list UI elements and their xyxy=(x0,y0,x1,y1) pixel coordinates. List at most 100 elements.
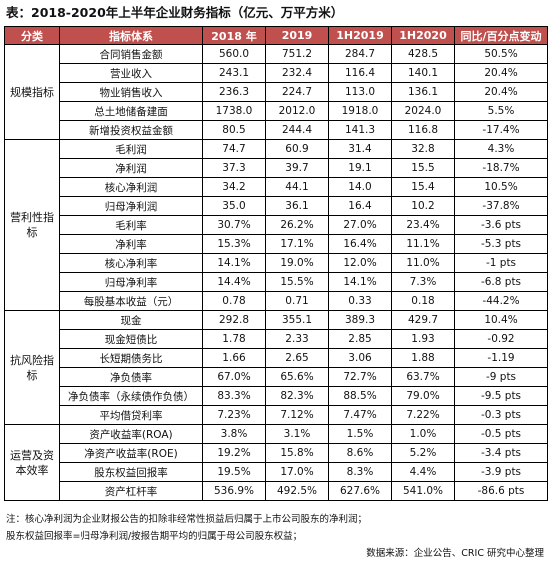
value-cell: -0.5 pts xyxy=(454,424,548,444)
value-cell: 39.7 xyxy=(265,158,329,178)
value-cell: -6.8 pts xyxy=(454,272,548,292)
table-row: 规模指标 合同销售金额 560.0 751.2 284.7 428.5 50.5% xyxy=(4,44,548,140)
value-cell: -3.6 pts xyxy=(454,215,548,235)
table-row: 净利润 37.3 39.7 19.1 15.5 -18.7% xyxy=(5,158,548,178)
value-cell: 4.3% xyxy=(454,139,548,159)
indicator-cell: 净利率 xyxy=(59,234,203,254)
value-cell: -37.8% xyxy=(454,196,548,216)
value-cell: 2012.0 xyxy=(265,101,329,121)
indicator-cell: 净资产收益率(ROE) xyxy=(59,443,203,463)
value-cell: 60.9 xyxy=(265,139,329,159)
value-cell: 1.78 xyxy=(202,329,266,349)
value-cell: 12.0% xyxy=(328,253,392,273)
value-cell: 236.3 xyxy=(202,82,266,102)
value-cell: 72.7% xyxy=(328,367,392,387)
table-row: 核心净利润 34.2 44.1 14.0 15.4 10.5% xyxy=(5,177,548,197)
value-cell: 34.2 xyxy=(202,177,266,197)
value-cell: 2.65 xyxy=(265,348,329,368)
note-line: 股东权益回报率=归母净利润/按报告期平均的归属于母公司股东权益； xyxy=(6,531,303,542)
value-cell: 2.33 xyxy=(265,329,329,349)
indicator-cell: 长短期债务比 xyxy=(59,348,203,368)
value-cell: 79.0% xyxy=(391,386,455,406)
value-cell: 15.4 xyxy=(391,177,455,197)
value-cell: 355.1 xyxy=(265,310,329,330)
table-row: 毛利率 30.7% 26.2% 27.0% 23.4% -3.6 pts xyxy=(5,215,548,235)
value-cell: 82.3% xyxy=(265,386,329,406)
table-row: 归母净利润 35.0 36.1 16.4 10.2 -37.8% xyxy=(5,196,548,216)
value-cell: 83.3% xyxy=(202,386,266,406)
value-cell: 10.5% xyxy=(454,177,548,197)
table-row: 每股基本收益（元） 0.78 0.71 0.33 0.18 -44.2% xyxy=(5,291,548,311)
table-title: 表：2018-2020年上半年企业财务指标（亿元、万平方米） xyxy=(6,5,344,20)
note-line: 注：核心净利润为企业财报公告的扣除非经常性损益后归属于上市公司股东的净利润； xyxy=(6,514,368,525)
value-cell: 751.2 xyxy=(265,44,329,64)
indicator-cell: 总土地储备建面 xyxy=(59,101,203,121)
value-cell: 2.85 xyxy=(328,329,392,349)
table-row: 核心净利率 14.1% 19.0% 12.0% 11.0% -1 pts xyxy=(5,253,548,273)
value-cell: 65.6% xyxy=(265,367,329,387)
header-row: 分类 指标体系 2018 年 2019 1H2019 1H2020 同比/百分点… xyxy=(4,26,548,45)
value-cell: 26.2% xyxy=(265,215,329,235)
indicator-cell: 股东权益回报率 xyxy=(59,462,203,482)
value-cell: -44.2% xyxy=(454,291,548,311)
table-row: 净利率 15.3% 17.1% 16.4% 11.1% -5.3 pts xyxy=(5,234,548,254)
value-cell: 50.5% xyxy=(454,44,548,64)
indicator-cell: 平均借贷利率 xyxy=(59,405,203,425)
value-cell: 32.8 xyxy=(391,139,455,159)
value-cell: 19.2% xyxy=(202,443,266,463)
value-cell: 17.1% xyxy=(265,234,329,254)
value-cell: 15.8% xyxy=(265,443,329,463)
indicator-cell: 每股基本收益（元） xyxy=(59,291,203,311)
value-cell: 27.0% xyxy=(328,215,392,235)
table-body: 规模指标 合同销售金额 560.0 751.2 284.7 428.5 50.5% 营业收入 2… xyxy=(4,44,548,501)
value-cell: 232.4 xyxy=(265,63,329,83)
value-cell: 7.23% xyxy=(202,405,266,425)
value-cell: 7.47% xyxy=(328,405,392,425)
category-cell: 运营及资本效率 xyxy=(4,424,60,501)
header-cell: 2018 年 xyxy=(202,26,266,45)
value-cell: 16.4% xyxy=(328,234,392,254)
value-cell: 88.5% xyxy=(328,386,392,406)
value-cell: 14.1% xyxy=(202,253,266,273)
table-row: 资产杠杆率 536.9% 492.5% 627.6% 541.0% -86.6 pts xyxy=(5,481,548,501)
value-cell: -1.19 xyxy=(454,348,548,368)
value-cell: 23.4% xyxy=(391,215,455,235)
table-row: 平均借贷利率 7.23% 7.12% 7.47% 7.22% -0.3 pts xyxy=(5,405,548,425)
table-row: 长短期债务比 1.66 2.65 3.06 1.88 -1.19 xyxy=(5,348,548,368)
value-cell: 113.0 xyxy=(328,82,392,102)
value-cell: 14.1% xyxy=(328,272,392,292)
value-cell: 429.7 xyxy=(391,310,455,330)
indicator-cell: 资产杠杆率 xyxy=(59,481,203,501)
indicator-cell: 资产收益率(ROA) xyxy=(59,424,203,444)
value-cell: 224.7 xyxy=(265,82,329,102)
data-source: 数据来源：企业公告、CRIC 研究中心整理 xyxy=(366,548,544,559)
value-cell: 389.3 xyxy=(328,310,392,330)
header-cell: 1H2020 xyxy=(391,26,455,45)
value-cell: 243.1 xyxy=(202,63,266,83)
value-cell: 15.5% xyxy=(265,272,329,292)
indicator-cell: 归母净利率 xyxy=(59,272,203,292)
table-row: 净资产收益率(ROE) 19.2% 15.8% 8.6% 5.2% -3.4 pts xyxy=(5,443,548,463)
value-cell: 15.5 xyxy=(391,158,455,178)
table-row: 总土地储备建面 1738.0 2012.0 1918.0 2024.0 5.5% xyxy=(5,101,548,121)
value-cell: 140.1 xyxy=(391,63,455,83)
indicator-cell: 归母净利润 xyxy=(59,196,203,216)
table-row: 运营及资本效率 资产收益率(ROA) 3.8% 3.1% 1.5% 1.0% -0.5 pt… xyxy=(4,424,548,501)
indicator-cell: 毛利率 xyxy=(59,215,203,235)
value-cell: -9 pts xyxy=(454,367,548,387)
table-row: 净负债率（永续债作负债） 83.3% 82.3% 88.5% 79.0% -9.5 pts xyxy=(5,386,548,406)
indicator-cell: 净负债率 xyxy=(59,367,203,387)
value-cell: 7.12% xyxy=(265,405,329,425)
table-row: 净负债率 67.0% 65.6% 72.7% 63.7% -9 pts xyxy=(5,367,548,387)
indicator-cell: 新增投资权益金额 xyxy=(59,120,203,140)
indicator-cell: 现金短债比 xyxy=(59,329,203,349)
value-cell: 63.7% xyxy=(391,367,455,387)
value-cell: 1.5% xyxy=(328,424,392,444)
value-cell: 67.0% xyxy=(202,367,266,387)
value-cell: 16.4 xyxy=(328,196,392,216)
value-cell: 3.1% xyxy=(265,424,329,444)
value-cell: 292.8 xyxy=(202,310,266,330)
table-row: 物业销售收入 236.3 224.7 113.0 136.1 20.4% xyxy=(5,82,548,102)
value-cell: 19.5% xyxy=(202,462,266,482)
value-cell: 36.1 xyxy=(265,196,329,216)
